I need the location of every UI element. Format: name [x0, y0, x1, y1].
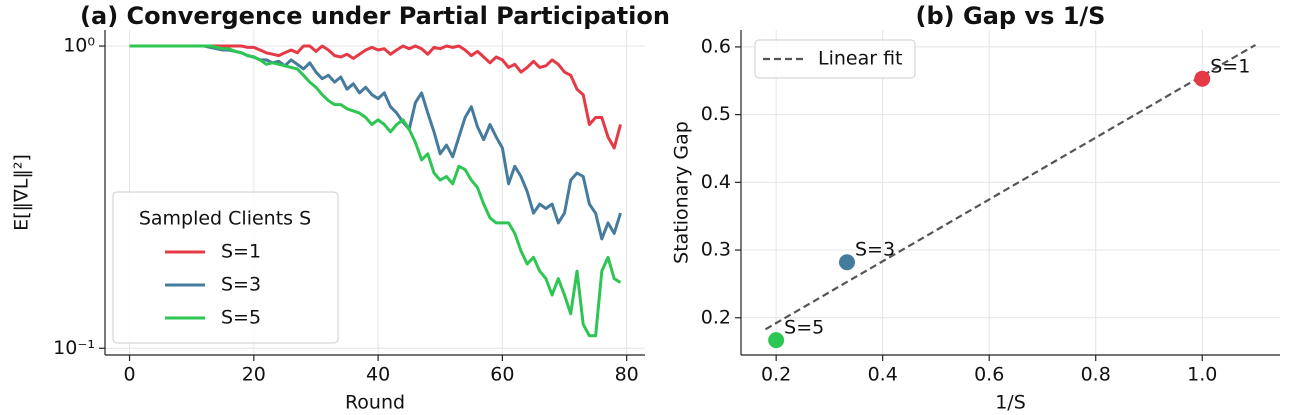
- x-tick-label: 1.0: [1187, 364, 1217, 386]
- chart-title: (b) Gap vs 1/S: [916, 2, 1106, 30]
- x-axis-label: 1/S: [995, 392, 1026, 414]
- y-tick-label: 0.5: [701, 103, 731, 125]
- legend-title: Sampled Clients S: [139, 208, 311, 230]
- y-tick-label: 0.6: [701, 35, 731, 57]
- x-tick-label: 80: [615, 364, 639, 386]
- x-tick-label: 0.4: [868, 364, 898, 386]
- scatter-point: [838, 254, 855, 271]
- x-tick-label: 0.6: [974, 364, 1004, 386]
- x-tick-label: 60: [490, 364, 514, 386]
- scatter-point: [1194, 70, 1211, 87]
- x-tick-label: 0.2: [761, 364, 791, 386]
- legend-box: [754, 39, 916, 79]
- scatter-point: [768, 332, 785, 349]
- chart-title: (a) Convergence under Partial Participat…: [80, 2, 670, 30]
- point-label: S=3: [855, 239, 895, 261]
- y-tick-label: 10⁰: [63, 35, 95, 57]
- legend-label: S=1: [221, 241, 261, 263]
- y-tick-label: 10⁻¹: [53, 337, 95, 359]
- point-label: S=5: [784, 317, 824, 339]
- legend-label: S=5: [221, 307, 261, 329]
- x-tick-label: 20: [242, 364, 266, 386]
- legend-label: Linear fit: [818, 48, 903, 70]
- point-label: S=1: [1210, 55, 1250, 77]
- x-tick-label: 40: [366, 364, 390, 386]
- y-tick-label: 0.3: [701, 239, 731, 261]
- fit-line: [764, 43, 1257, 331]
- legend-label: S=3: [221, 274, 261, 296]
- x-tick-label: 0.8: [1081, 364, 1111, 386]
- y-tick-label: 0.4: [701, 171, 731, 193]
- series-line: [129, 44, 622, 338]
- x-tick-label: 0: [123, 364, 135, 386]
- legend-box: [112, 191, 339, 344]
- y-axis-label: Stationary Gap: [671, 121, 693, 264]
- y-axis-label: E[‖∇L‖²]: [11, 154, 33, 231]
- x-axis-label: Round: [345, 392, 405, 414]
- y-tick-label: 0.2: [701, 306, 731, 328]
